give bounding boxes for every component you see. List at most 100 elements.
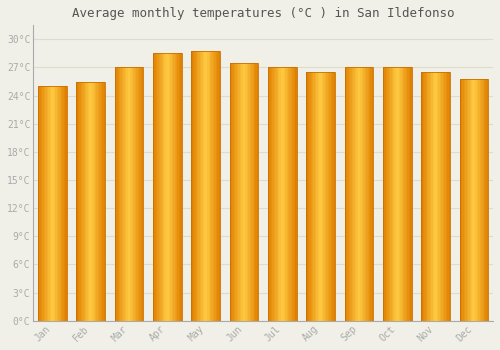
Bar (48, 86, 50, 321)
Bar (213, 51, 214, 321)
Bar (344, 68, 374, 321)
Bar (422, 72, 424, 321)
Bar (252, 63, 254, 321)
Bar (40, 86, 41, 321)
Bar (242, 63, 244, 321)
Bar (438, 72, 440, 321)
Bar (88, 82, 90, 321)
Bar (362, 68, 363, 321)
Bar (44, 86, 45, 321)
Bar (240, 63, 241, 321)
Bar (46, 86, 48, 321)
Bar (210, 51, 212, 321)
Bar (119, 68, 120, 321)
Bar (295, 68, 296, 321)
Bar (332, 72, 334, 321)
Bar (202, 51, 203, 321)
Bar (98, 82, 100, 321)
Bar (134, 68, 135, 321)
Bar (324, 72, 325, 321)
Bar (403, 68, 404, 321)
Bar (286, 68, 288, 321)
Bar (408, 68, 409, 321)
Bar (247, 63, 248, 321)
Bar (197, 51, 198, 321)
Bar (158, 54, 160, 321)
Bar (101, 82, 102, 321)
Bar (61, 86, 62, 321)
Bar (330, 72, 332, 321)
Bar (207, 51, 208, 321)
Bar (437, 72, 438, 321)
Bar (434, 72, 436, 321)
Bar (386, 68, 387, 321)
Bar (66, 86, 67, 321)
Bar (388, 68, 390, 321)
Bar (484, 79, 486, 321)
Bar (216, 51, 217, 321)
Bar (231, 63, 232, 321)
Bar (387, 68, 388, 321)
Bar (383, 68, 412, 321)
Bar (56, 86, 58, 321)
Bar (482, 79, 484, 321)
Bar (291, 68, 292, 321)
Bar (466, 79, 468, 321)
Bar (45, 86, 46, 321)
Bar (114, 68, 144, 321)
Bar (236, 63, 237, 321)
Bar (443, 72, 444, 321)
Bar (404, 68, 406, 321)
Bar (92, 82, 94, 321)
Bar (100, 82, 101, 321)
Bar (230, 63, 231, 321)
Bar (60, 86, 61, 321)
Bar (82, 82, 84, 321)
Bar (38, 86, 40, 321)
Bar (192, 51, 220, 321)
Bar (173, 54, 174, 321)
Bar (326, 72, 328, 321)
Bar (163, 54, 164, 321)
Bar (78, 82, 79, 321)
Bar (316, 72, 318, 321)
Bar (477, 79, 478, 321)
Bar (178, 54, 179, 321)
Title: Average monthly temperatures (°C ) in San Ildefonso: Average monthly temperatures (°C ) in Sa… (72, 7, 454, 20)
Bar (432, 72, 434, 321)
Bar (440, 72, 442, 321)
Bar (116, 68, 117, 321)
Bar (442, 72, 443, 321)
Bar (204, 51, 206, 321)
Bar (214, 51, 216, 321)
Bar (410, 68, 412, 321)
Bar (80, 82, 82, 321)
Bar (153, 54, 154, 321)
Bar (460, 79, 488, 321)
Bar (471, 79, 472, 321)
Bar (460, 79, 461, 321)
Bar (487, 79, 488, 321)
Bar (464, 79, 466, 321)
Bar (122, 68, 124, 321)
Bar (194, 51, 196, 321)
Bar (462, 79, 464, 321)
Bar (166, 54, 168, 321)
Bar (310, 72, 312, 321)
Bar (284, 68, 285, 321)
Bar (203, 51, 204, 321)
Bar (251, 63, 252, 321)
Bar (272, 68, 274, 321)
Bar (86, 82, 88, 321)
Bar (218, 51, 220, 321)
Bar (257, 63, 258, 321)
Bar (353, 68, 354, 321)
Bar (268, 68, 296, 321)
Bar (446, 72, 447, 321)
Bar (402, 68, 403, 321)
Bar (64, 86, 66, 321)
Bar (430, 72, 432, 321)
Bar (352, 68, 353, 321)
Bar (168, 54, 169, 321)
Bar (154, 54, 156, 321)
